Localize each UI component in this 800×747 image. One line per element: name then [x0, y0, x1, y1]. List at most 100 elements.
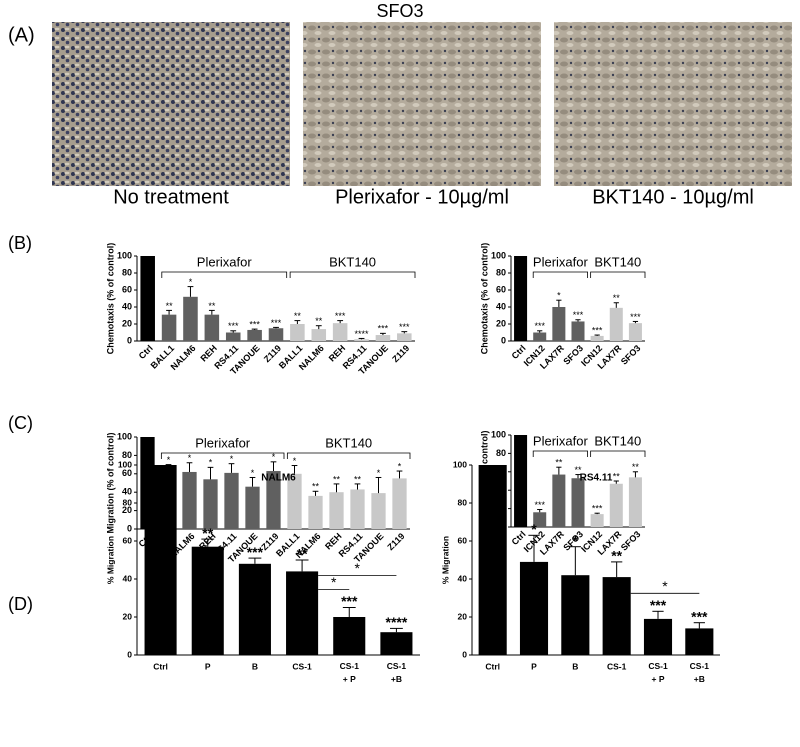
significance-label: ** — [297, 546, 308, 562]
y-tick-label: 40 — [122, 487, 132, 497]
image-caption: Plerixafor - 10µg/ml — [335, 186, 509, 208]
bar — [371, 493, 386, 529]
error-bar — [528, 534, 540, 562]
bar — [561, 575, 590, 655]
x-tick-label-line: + P — [343, 674, 356, 684]
bar — [245, 486, 260, 529]
chart-title: RS4.11 — [580, 473, 613, 484]
significance-label: ** — [166, 301, 174, 311]
bar — [266, 471, 281, 529]
significance-label: * — [377, 468, 381, 478]
significance-label: ** — [208, 301, 216, 311]
y-tick-label: 80 — [123, 497, 133, 507]
y-tick-label: 60 — [122, 284, 132, 294]
group-bracket — [590, 271, 646, 278]
bar — [268, 328, 284, 341]
significance-label: * — [167, 455, 171, 465]
error-bar — [251, 328, 258, 330]
bar — [161, 314, 177, 341]
significance-label: * — [272, 452, 276, 462]
y-tick-label: 20 — [123, 611, 133, 621]
error-bar — [228, 463, 235, 473]
group-bracket — [286, 452, 411, 459]
bar — [204, 314, 220, 341]
bar — [519, 561, 549, 655]
y-tick-label: 80 — [122, 450, 132, 460]
y-tick-label: 60 — [496, 284, 506, 294]
significance-label: ** — [312, 482, 320, 492]
bar — [183, 296, 198, 341]
error-bar — [270, 461, 277, 472]
y-tick-label: 100 — [118, 459, 132, 469]
significance-label: ** — [202, 525, 213, 541]
y-tick-label: 100 — [453, 459, 467, 469]
error-bar — [248, 557, 262, 564]
x-tick-label: CS-1 — [607, 661, 627, 671]
group-label: BKT140 — [325, 435, 372, 450]
error-bar — [337, 320, 344, 324]
group-label: Plerixafor — [197, 254, 253, 269]
group-label: BKT140 — [594, 433, 641, 448]
bar — [609, 307, 623, 341]
y-tick-label: 80 — [458, 497, 468, 507]
micrograph — [554, 22, 792, 186]
significance-label: * — [573, 532, 579, 548]
bar — [182, 471, 197, 529]
y-axis-label: Chemotaxis (% of control) — [105, 243, 115, 355]
significance-label: *** — [534, 500, 545, 510]
bar — [590, 335, 604, 341]
bar — [602, 577, 631, 655]
bar — [191, 546, 224, 655]
error-bar — [575, 319, 581, 322]
bar — [533, 512, 547, 527]
error-bar — [569, 546, 581, 576]
error-bar — [613, 480, 619, 484]
significance-label: *** — [228, 321, 239, 331]
group-label: Plerixafor — [533, 254, 589, 269]
x-tick-label-line: CS-1 — [690, 661, 710, 671]
error-bar — [396, 470, 403, 479]
x-tick-label: Z119 — [390, 343, 411, 364]
panel-label: (B) — [8, 233, 32, 253]
significance-label: *** — [399, 322, 410, 332]
significance-label: ** — [333, 474, 341, 484]
significance-label: *** — [378, 324, 389, 334]
bar — [590, 514, 604, 527]
y-tick-label: 80 — [496, 267, 506, 277]
image-caption: BKT140 - 10µg/ml — [592, 186, 754, 208]
error-bar — [537, 330, 543, 333]
comparison-label: * — [662, 578, 668, 594]
error-bar — [390, 627, 403, 633]
y-axis-label: Migration (% of control) — [105, 433, 115, 534]
y-tick-label: 80 — [496, 448, 506, 458]
image-caption: No treatment — [113, 186, 229, 208]
bar — [332, 323, 348, 341]
comparison-label: * — [331, 574, 337, 590]
x-tick-label: B — [252, 661, 258, 671]
bar — [354, 339, 369, 341]
significance-label: *** — [691, 608, 708, 624]
y-tick-label: 20 — [496, 318, 506, 328]
bar — [514, 435, 528, 527]
x-tick-label-line: +B — [391, 674, 402, 684]
error-bar — [632, 320, 639, 324]
error-bar — [315, 325, 322, 330]
significance-label: * — [189, 277, 193, 287]
y-tick-label: 40 — [122, 301, 132, 311]
error-bar — [166, 309, 172, 315]
significance-label: *** — [650, 597, 667, 613]
bar — [397, 333, 412, 341]
significance-label: * — [251, 468, 255, 478]
bar — [225, 332, 241, 341]
error-bar — [556, 299, 562, 307]
significance-label: ** — [632, 462, 640, 472]
significance-label: ** — [611, 548, 622, 564]
x-tick-label-line: + P — [652, 674, 665, 684]
y-axis-label: % Migration — [440, 536, 450, 584]
bar — [571, 478, 585, 527]
bar — [308, 495, 323, 529]
x-tick-label-line: +B — [694, 674, 705, 684]
error-bar — [342, 607, 356, 617]
significance-label: * — [188, 453, 192, 463]
